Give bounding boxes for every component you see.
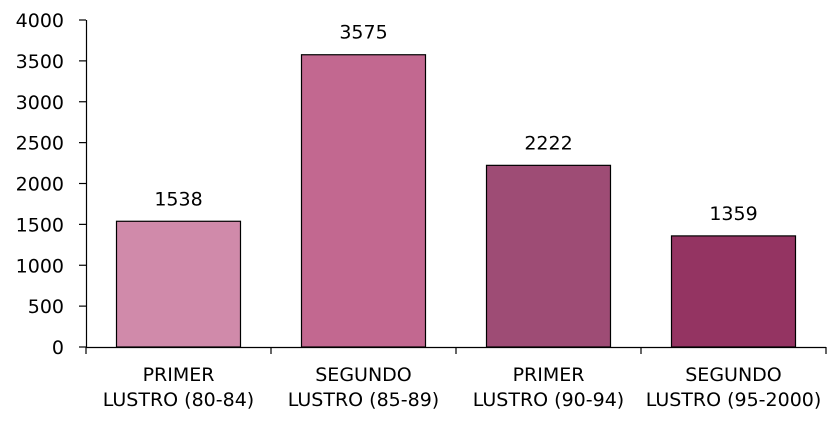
bar	[115, 220, 242, 348]
x-axis	[85, 346, 827, 354]
bar-value-label: 1538	[154, 188, 202, 210]
bar-value-label: 3575	[339, 22, 387, 44]
category-label: LUSTRO (80-84)	[103, 389, 254, 411]
category-label: LUSTRO (85-89)	[288, 389, 439, 411]
category-label: LUSTRO (90-94)	[473, 389, 624, 411]
value-labels: 1538 3575 2222 1359	[154, 22, 757, 225]
y-tick-label: 1000	[16, 255, 64, 277]
y-axis: 0 500 1000 1500 2000 2500 3000 3500 4000	[16, 10, 88, 359]
y-tick-label: 1500	[16, 214, 64, 236]
y-tick-label: 4000	[16, 10, 64, 32]
y-tick-label: 2500	[16, 133, 64, 155]
category-label: LUSTRO (95-2000)	[646, 389, 822, 411]
y-tick-label: 500	[28, 296, 64, 318]
bar	[300, 54, 427, 348]
y-tick-label: 0	[52, 337, 64, 359]
category-label: PRIMER	[143, 364, 215, 386]
y-tick-label: 2000	[16, 174, 64, 196]
bars	[115, 54, 797, 348]
category-label: PRIMER	[513, 364, 585, 386]
bar	[485, 164, 612, 348]
y-tick-label: 3000	[16, 92, 64, 114]
bar	[670, 235, 797, 348]
y-tick-label: 3500	[16, 51, 64, 73]
category-label: SEGUNDO	[315, 364, 412, 386]
category-labels: PRIMER LUSTRO (80-84) SEGUNDO LUSTRO (85-89…	[103, 364, 822, 411]
bar-value-label: 1359	[709, 203, 757, 225]
bar-value-label: 2222	[524, 132, 572, 154]
category-label: SEGUNDO	[685, 364, 782, 386]
